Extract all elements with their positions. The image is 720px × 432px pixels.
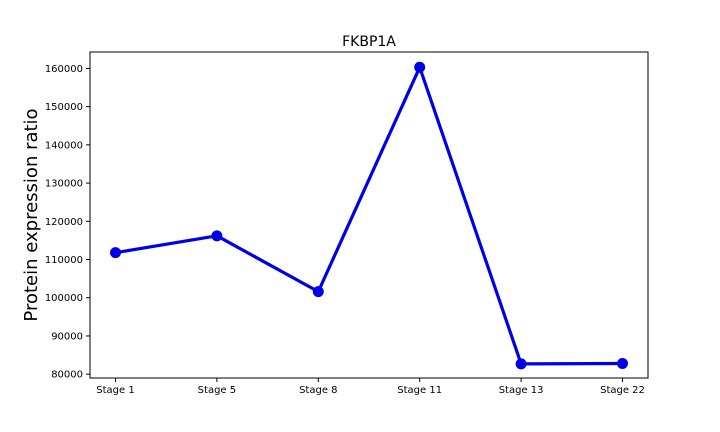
y-axis-label: Protein expression ratio [21,108,42,321]
x-tick-label: Stage 11 [397,385,442,396]
data-point [312,286,324,298]
y-tick-label: 110000 [45,255,83,266]
data-point [617,357,628,369]
y-tick-label: 150000 [45,102,83,113]
x-tick-label: Stage 8 [299,385,337,396]
y-tick-label: 130000 [45,179,83,190]
data-point [515,358,527,370]
series-layer [110,61,628,370]
y-tick-label: 120000 [45,217,83,228]
plot-frame [89,51,649,379]
y-tick-label: 140000 [45,140,83,151]
chart-title: FKBP1A [342,34,396,50]
x-axis: Stage 1 Stage 5 Stage 8 Stage 11 Stage 13 Sta… [96,378,645,396]
y-tick-label: 100000 [45,293,83,304]
x-tick-label: Stage 22 [600,385,645,396]
data-point [110,247,121,259]
data-point [414,61,426,73]
series-line [115,65,623,366]
data-point [211,230,223,242]
y-tick-label: 160000 [45,64,83,75]
y-tick-label: 80000 [51,370,83,381]
x-tick-label: Stage 1 [96,385,134,396]
y-tick-label: 90000 [51,331,83,342]
x-tick-label: Stage 5 [198,385,236,396]
x-tick-label: Stage 13 [499,385,544,396]
y-axis: 80000 90000 100000 110000 120000 130000 140000… [45,64,90,381]
